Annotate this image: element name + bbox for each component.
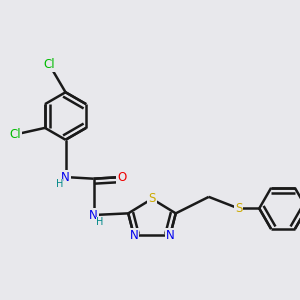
Text: Cl: Cl [10, 128, 21, 141]
Text: O: O [117, 171, 126, 184]
Text: Cl: Cl [43, 58, 55, 71]
Text: N: N [130, 229, 138, 242]
Text: H: H [96, 217, 103, 227]
Text: N: N [61, 171, 70, 184]
Text: S: S [148, 192, 156, 205]
Text: S: S [235, 202, 242, 215]
Text: N: N [166, 229, 175, 242]
Text: N: N [89, 208, 98, 221]
Text: H: H [56, 179, 63, 189]
